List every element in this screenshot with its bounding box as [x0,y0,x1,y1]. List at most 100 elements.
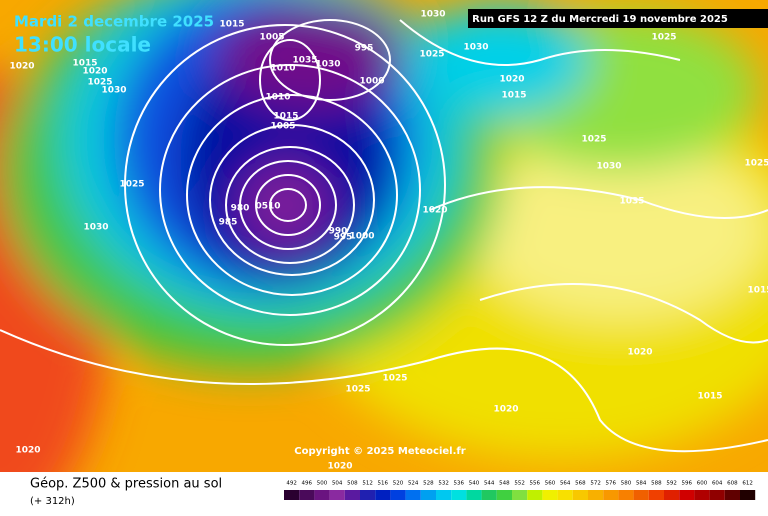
footer-lead: (+ 312h) [30,496,75,507]
legend-swatch [618,490,634,500]
legend-swatch [527,490,543,500]
legend-tick: 612 [742,481,753,487]
legend-swatch [664,490,680,500]
isobar-label: 985 [219,218,238,228]
legend-tick: 492 [286,481,297,487]
legend-swatch [405,490,421,500]
isobar-label: 995 [355,44,374,54]
isobar-label: 1020 [499,75,524,85]
forecast-date: Mardi 2 decembre 2025 [14,13,214,31]
legend-tick: 528 [423,481,434,487]
isobar-label: 1015 [219,20,244,30]
isobar-label: 1020 [327,462,352,472]
legend-swatch [420,490,436,500]
legend-tick: 532 [438,481,449,487]
legend-tick: 552 [514,481,525,487]
isobar-label: 1025 [382,374,407,384]
isobar-label: 1015 [273,112,298,122]
legend-swatch [329,490,345,500]
legend-swatch [390,490,406,500]
isobar-label: 1010 [265,93,290,103]
isobar-label: 1030 [101,86,126,96]
legend-swatch [694,490,710,500]
legend-tick: 516 [378,481,389,487]
isobar-label: 1020 [422,206,447,216]
legend-tick: 496 [302,481,313,487]
run-box [468,9,768,28]
legend-swatch [679,490,695,500]
isobar-label: 995 [334,233,353,243]
legend-tick: 556 [530,481,541,487]
isobar-label: 1020 [82,67,107,77]
isobar-label: 0510 [255,202,280,212]
legend-swatch [436,490,452,500]
isobar-label: 990 [329,227,348,237]
isobar-label: 1015 [697,392,722,402]
isobar-label: 1025 [744,159,768,169]
isobar-label: 1010 [270,64,295,74]
legend-swatch [344,490,360,500]
isobar-label: 1000 [349,232,374,242]
legend-tick: 572 [590,481,601,487]
legend-swatch [496,490,512,500]
isobar-label: 1025 [419,50,444,60]
legend-swatch [648,490,664,500]
isobar-label: 1025 [651,33,676,43]
legend-tick: 508 [347,481,358,487]
legend-tick: 588 [651,481,662,487]
legend-tick: 564 [560,481,571,487]
isobar-label: 1025 [87,78,112,88]
legend-tick: 524 [408,481,419,487]
forecast-time: 13:00 locale [14,33,151,57]
legend-swatch [451,490,467,500]
run-info: Run GFS 12 Z du Mercredi 19 novembre 202… [472,14,728,25]
isobar-label: 1035 [619,197,644,207]
isobar-label: 1030 [420,10,445,20]
legend-swatch [709,490,725,500]
isobar-label: 1020 [493,405,518,415]
isobar-label: 1000 [359,77,384,87]
isobar-label: 980 [231,204,250,214]
legend-tick: 576 [606,481,617,487]
isobar-label: 1030 [315,60,340,70]
isobar-label: 1030 [463,43,488,53]
legend-tick: 548 [499,481,510,487]
legend-tick: 536 [454,481,465,487]
isobar-label: 1005 [270,122,295,132]
isobar-label: 1015 [747,286,768,296]
legend-tick: 500 [317,481,328,487]
isobar-label: 1035 [292,56,317,66]
isobar-label: 1030 [596,162,621,172]
legend-tick: 580 [621,481,632,487]
legend-tick: 608 [727,481,738,487]
legend-swatch [542,490,558,500]
legend-tick: 504 [332,481,343,487]
legend-tick: 604 [712,481,723,487]
legend-tick: 584 [636,481,647,487]
legend-swatch [299,490,315,500]
copyright: Copyright © 2025 Meteociel.fr [294,446,465,457]
isobar-label: 1015 [501,91,526,101]
legend-swatch [481,490,497,500]
legend-swatch [314,490,330,500]
legend-tick: 592 [666,481,677,487]
legend-swatch [360,490,376,500]
legend-swatch [588,490,604,500]
legend-tick: 600 [697,481,708,487]
legend-swatch [466,490,482,500]
isobar-label: 1020 [15,446,40,456]
legend-tick: 596 [682,481,693,487]
legend-tick: 520 [393,481,404,487]
legend-tick: 560 [545,481,556,487]
footer-title: Géop. Z500 & pression au sol [30,477,222,492]
legend-swatch [572,490,588,500]
isobar-label: 1025 [345,385,370,395]
legend-swatch [284,490,300,500]
legend-tick: 544 [484,481,495,487]
legend-swatch [633,490,649,500]
legend-tick: 540 [469,481,480,487]
isobar-label: 1005 [259,33,284,43]
legend-tick: 512 [362,481,373,487]
